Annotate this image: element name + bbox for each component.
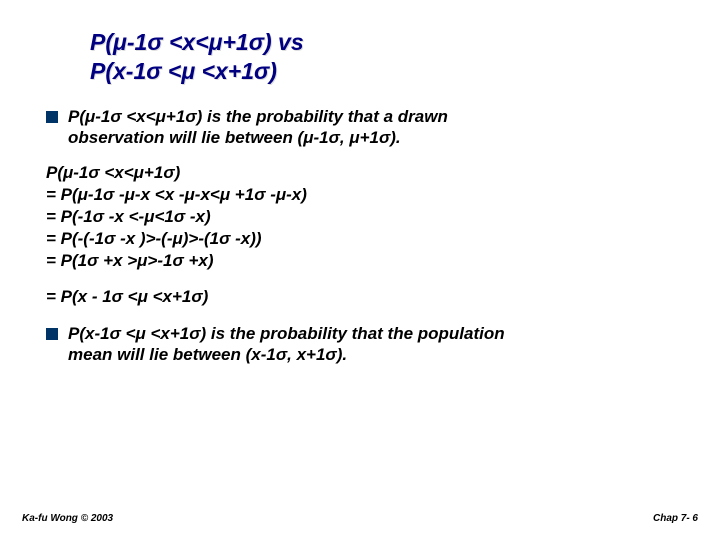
math-line-1: P(μ-1σ <x<μ+1σ): [46, 162, 680, 184]
math-line-2: = P(μ-1σ -μ-x <x -μ-x<μ +1σ -μ-x): [46, 184, 680, 206]
footer-left: Ka-fu Wong © 2003: [22, 513, 113, 524]
slide-container: P(μ-1σ <x<μ+1σ) vs P(x-1σ <μ <x+1σ) P(μ-…: [0, 0, 720, 540]
bullet-item-1: P(μ-1σ <x<μ+1σ) is the probability that …: [46, 106, 680, 149]
bullet1-line-b: observation will lie between (μ-1σ, μ+1σ…: [68, 128, 401, 147]
math-line-6: = P(x - 1σ <μ <x+1σ): [46, 286, 680, 308]
title-line-2: P(x-1σ <μ <x+1σ): [90, 57, 680, 86]
math-line-4: = P(-(-1σ -x )>-(-μ)>-(1σ -x)): [46, 228, 680, 250]
bullet-text-2: P(x-1σ <μ <x+1σ) is the probability that…: [68, 323, 505, 366]
math-line-5: = P(1σ +x >μ>-1σ +x): [46, 250, 680, 272]
math-line-3: = P(-1σ -x <-μ<1σ -x): [46, 206, 680, 228]
slide-footer: Ka-fu Wong © 2003 Chap 7- 6: [22, 513, 698, 524]
footer-right: Chap 7- 6: [653, 513, 698, 524]
bullet2-line-b: mean will lie between (x-1σ, x+1σ).: [68, 345, 347, 364]
bullet-square-icon: [46, 111, 58, 123]
bullet-square-icon: [46, 328, 58, 340]
bullet-text-1: P(μ-1σ <x<μ+1σ) is the probability that …: [68, 106, 448, 149]
bullet-item-2: P(x-1σ <μ <x+1σ) is the probability that…: [46, 323, 680, 366]
math-derivation-block-1: P(μ-1σ <x<μ+1σ) = P(μ-1σ -μ-x <x -μ-x<μ …: [46, 162, 680, 272]
title-line-1: P(μ-1σ <x<μ+1σ) vs: [90, 28, 680, 57]
bullet1-line-a: P(μ-1σ <x<μ+1σ) is the probability that …: [68, 107, 448, 126]
math-derivation-block-2: = P(x - 1σ <μ <x+1σ): [46, 286, 680, 308]
bullet2-line-a: P(x-1σ <μ <x+1σ) is the probability that…: [68, 324, 505, 343]
slide-title: P(μ-1σ <x<μ+1σ) vs P(x-1σ <μ <x+1σ): [90, 28, 680, 86]
